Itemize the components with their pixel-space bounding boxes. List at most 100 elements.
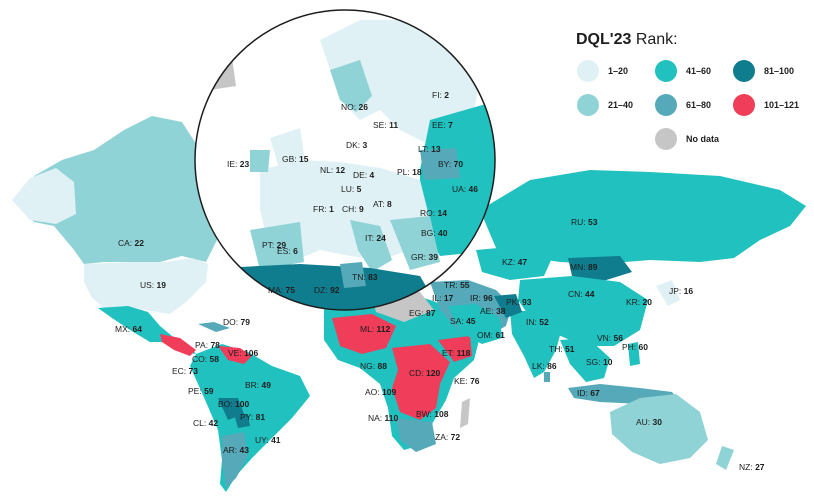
region-madagascar bbox=[460, 398, 470, 428]
label-ch: CH: 9 bbox=[342, 204, 364, 214]
legend-item-21-40: 21–40 bbox=[577, 94, 633, 116]
label-nz: NZ: 27 bbox=[739, 462, 765, 472]
label-in: IN: 52 bbox=[526, 317, 549, 327]
label-pt: PT: 29 bbox=[262, 240, 286, 250]
region-new-zealand bbox=[716, 446, 734, 470]
region-korea-japan bbox=[656, 280, 680, 306]
label-dk: DK: 3 bbox=[346, 140, 368, 150]
label-il: IL: 17 bbox=[432, 293, 454, 303]
label-na: NA: 110 bbox=[368, 413, 399, 423]
label-dz: DZ: 92 bbox=[314, 285, 340, 295]
legend-title: DQL'23 Rank: bbox=[576, 31, 678, 48]
label-eg: EG: 87 bbox=[409, 308, 436, 318]
label-pk: PK: 93 bbox=[506, 297, 532, 307]
label-ae: AE: 38 bbox=[480, 306, 506, 316]
label-pe: PE: 59 bbox=[188, 386, 214, 396]
label-ke: KE: 76 bbox=[454, 376, 480, 386]
legend-label: 41–60 bbox=[686, 66, 711, 76]
legend-swatch bbox=[577, 94, 599, 116]
legend-label: 61–80 bbox=[686, 100, 711, 110]
label-za: ZA: 72 bbox=[435, 432, 460, 442]
label-ml: ML: 112 bbox=[360, 324, 391, 334]
label-no: NO: 26 bbox=[341, 102, 368, 112]
legend-label: No data bbox=[686, 134, 720, 144]
label-at: AT: 8 bbox=[373, 199, 392, 209]
legend-item-81-100: 81–100 bbox=[733, 60, 794, 82]
legend-item-101-121: 101–121 bbox=[733, 94, 799, 116]
region-venezuela bbox=[218, 346, 252, 364]
zoom-region-tunisia bbox=[340, 262, 366, 288]
label-ie: IE: 23 bbox=[227, 159, 250, 169]
label-us: US: 19 bbox=[140, 280, 166, 290]
label-mn: MN: 89 bbox=[570, 262, 598, 272]
label-ar: AR: 43 bbox=[223, 445, 249, 455]
label-ng: NG: 88 bbox=[360, 361, 387, 371]
label-sg: SG: 10 bbox=[586, 357, 613, 367]
label-pl: PL: 18 bbox=[397, 167, 422, 177]
label-do: DO: 79 bbox=[223, 317, 250, 327]
legend-item-1-20: 1–20 bbox=[577, 60, 628, 82]
label-mx: MX: 64 bbox=[115, 324, 142, 334]
legend-label: 1–20 bbox=[608, 66, 628, 76]
region-philippines bbox=[628, 342, 640, 366]
region-australia bbox=[610, 394, 708, 464]
label-br: BR: 49 bbox=[245, 380, 271, 390]
label-ir: IR: 96 bbox=[470, 293, 493, 303]
region-sahel-red bbox=[332, 314, 396, 354]
label-au: AU: 30 bbox=[636, 417, 662, 427]
label-py: PY: 81 bbox=[240, 412, 265, 422]
region-russia bbox=[480, 170, 806, 264]
zoom-circle-outline bbox=[194, 9, 496, 311]
label-ec: EC: 73 bbox=[172, 366, 198, 376]
region-southern-africa bbox=[396, 418, 436, 452]
label-de: DE: 4 bbox=[353, 170, 375, 180]
label-cl: CL: 42 bbox=[193, 418, 218, 428]
label-gr: GR: 39 bbox=[411, 252, 438, 262]
europe-zoom-circle bbox=[194, 9, 496, 311]
region-india bbox=[510, 310, 562, 378]
label-tr: TR: 55 bbox=[444, 280, 470, 290]
region-central-america bbox=[160, 334, 196, 356]
label-ro: RO: 14 bbox=[420, 208, 447, 218]
label-id: ID: 67 bbox=[577, 388, 600, 398]
label-ca: CA: 22 bbox=[118, 238, 144, 248]
region-uruguay-arg bbox=[222, 432, 248, 488]
zoom-region-belarus bbox=[420, 148, 460, 180]
region-kazakhstan bbox=[476, 246, 552, 280]
label-sa: SA: 45 bbox=[450, 316, 476, 326]
legend: DQL'23 Rank: 1–20 41–60 81–100 21–40 61–… bbox=[576, 31, 799, 150]
label-ph: PH: 60 bbox=[622, 342, 648, 352]
region-se-asia bbox=[560, 338, 610, 382]
label-om: OM: 61 bbox=[477, 330, 505, 340]
country-labels: NO: 26 FI: 2 SE: 11 EE: 7 DK: 3 LT: 13 I… bbox=[115, 90, 765, 472]
label-pa: PA: 78 bbox=[195, 340, 220, 350]
legend-item-41-60: 41–60 bbox=[655, 60, 711, 82]
region-alaska bbox=[12, 168, 76, 224]
label-ru: RU: 53 bbox=[571, 217, 598, 227]
region-horn-red bbox=[438, 336, 472, 362]
label-vn: VN: 56 bbox=[597, 333, 623, 343]
label-it: IT: 24 bbox=[365, 233, 386, 243]
landmasses bbox=[12, 58, 806, 492]
zoom-region-western-europe bbox=[260, 160, 430, 260]
label-fi: FI: 2 bbox=[432, 90, 449, 100]
label-gb: GB: 15 bbox=[282, 154, 309, 164]
label-cn: CN: 44 bbox=[568, 289, 595, 299]
zoom-region-italy bbox=[350, 220, 392, 272]
label-lk: LK: 86 bbox=[532, 361, 557, 371]
region-paraguay bbox=[234, 414, 250, 428]
label-cd: CD: 120 bbox=[409, 368, 440, 378]
label-nl: NL: 12 bbox=[320, 165, 345, 175]
region-south-america bbox=[190, 344, 310, 492]
legend-label: 101–121 bbox=[764, 100, 799, 110]
label-ve: VE: 106 bbox=[228, 348, 259, 358]
label-et: ET: 118 bbox=[442, 348, 471, 358]
legend-label: 21–40 bbox=[608, 100, 633, 110]
label-es: ES: 6 bbox=[277, 246, 298, 256]
label-bo: BO: 100 bbox=[218, 399, 249, 409]
label-ma: MA: 75 bbox=[268, 285, 295, 295]
label-ao: AO: 109 bbox=[365, 387, 396, 397]
legend-label: 81–100 bbox=[764, 66, 794, 76]
label-bg: BG: 40 bbox=[421, 228, 448, 238]
